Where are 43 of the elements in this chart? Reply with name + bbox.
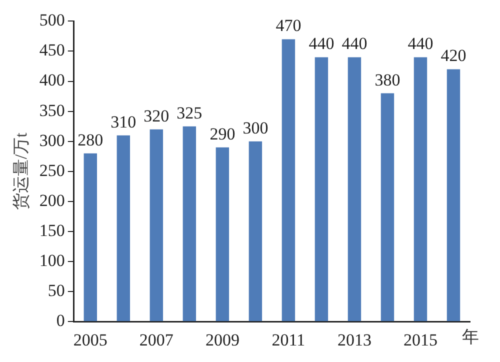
- bar: [116, 135, 130, 322]
- bar: [380, 93, 394, 322]
- x-tick-label: 2005: [73, 330, 108, 350]
- data-label: 420: [440, 46, 466, 66]
- y-tick-label: 150: [39, 220, 65, 240]
- data-label: 440: [342, 34, 368, 54]
- y-tick-label: 500: [39, 10, 65, 30]
- y-tick-label: 200: [39, 190, 65, 210]
- y-tick-label: 0: [56, 311, 65, 330]
- data-label: 440: [408, 34, 434, 54]
- y-tick-label: 350: [39, 100, 65, 120]
- data-label: 380: [374, 70, 400, 90]
- data-label: 320: [144, 106, 170, 126]
- x-tick-label: 2007: [139, 330, 174, 350]
- bar: [348, 57, 362, 322]
- y-tick-label: 50: [48, 281, 65, 300]
- x-tick-label: 2015: [403, 330, 438, 350]
- data-label: 300: [242, 118, 268, 138]
- bar: [282, 39, 296, 322]
- bar: [216, 147, 230, 322]
- x-tick-label: 2011: [272, 330, 306, 350]
- y-tick-label: 100: [39, 250, 65, 270]
- x-tick-label: 2013: [337, 330, 372, 350]
- bar: [314, 57, 328, 322]
- bar: [182, 126, 196, 322]
- bar: [248, 141, 262, 322]
- x-axis-title: 年: [462, 328, 479, 347]
- bar: [84, 153, 98, 322]
- data-label: 290: [210, 124, 236, 144]
- y-axis-title: 货运量/万t: [12, 132, 31, 210]
- y-tick-label: 450: [39, 40, 65, 60]
- bar: [446, 69, 460, 322]
- y-tick-label: 300: [39, 130, 65, 150]
- y-tick-label: 400: [39, 70, 65, 90]
- bar: [150, 129, 164, 322]
- data-label: 280: [78, 130, 104, 150]
- y-tick-label: 250: [39, 160, 65, 180]
- x-tick-label: 2009: [205, 330, 240, 350]
- data-label: 310: [110, 112, 136, 132]
- data-label: 440: [308, 34, 334, 54]
- bar: [414, 57, 428, 322]
- data-label: 470: [276, 16, 302, 36]
- data-label: 325: [176, 103, 202, 122]
